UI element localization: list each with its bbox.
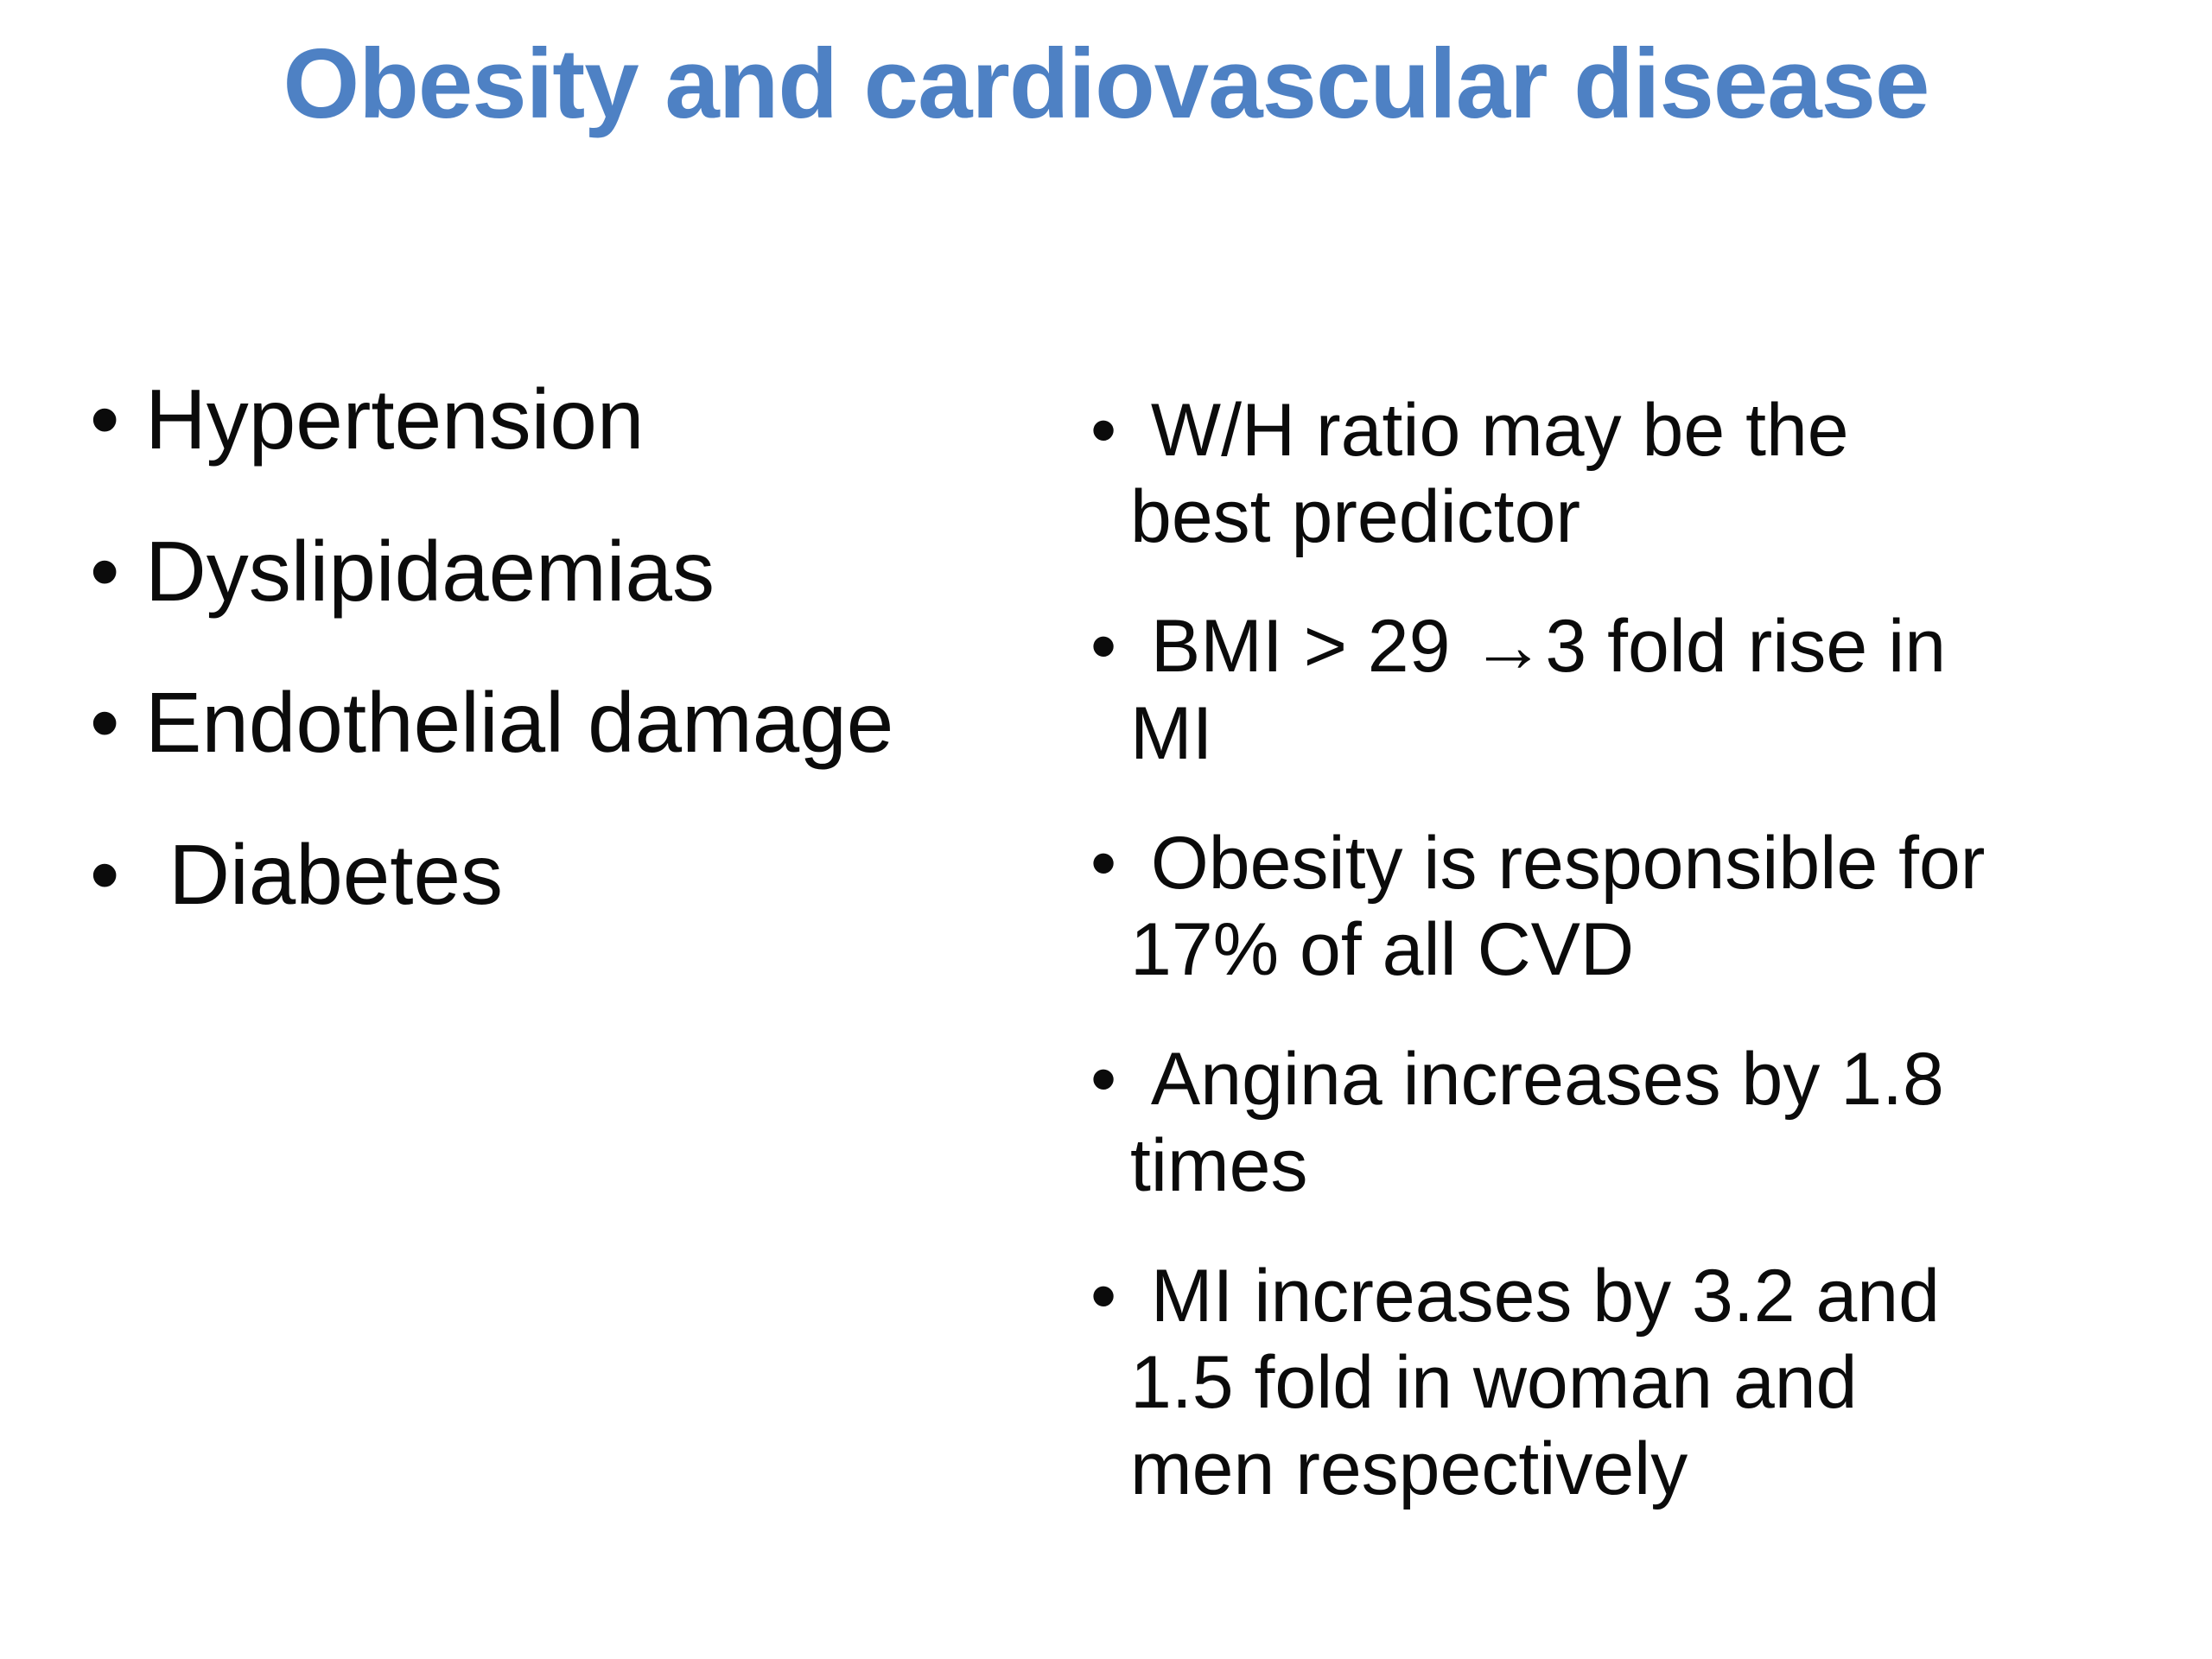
bullet-icon: •	[90, 372, 120, 467]
bullet-text: Hypertension	[145, 372, 645, 467]
bullet-item: • MI increases by 3.2 and 1.5 fold in wo…	[1090, 1253, 2179, 1513]
left-bullet-list: • Hypertension • Dyslipidaemias • Endoth…	[90, 370, 1118, 977]
bullet-item: • Dyslipidaemias	[90, 522, 1118, 621]
bullet-item: • Hypertension	[90, 370, 1118, 469]
right-bullet-list: • W/H ratio may be the best predictor • …	[1090, 387, 2179, 1555]
bullet-text: W/H ratio may be the best predictor	[1130, 389, 1849, 559]
slide-title: Obesity and cardiovascular disease	[283, 29, 1930, 139]
bullet-item: • Obesity is responsible for 17% of all …	[1090, 820, 2179, 993]
bullet-icon: •	[90, 523, 120, 619]
bullet-icon: •	[1090, 389, 1117, 472]
bullet-text: Dyslipidaemias	[145, 523, 715, 619]
bullet-text: Endothelial damage	[145, 675, 894, 771]
bullet-item: • Diabetes	[90, 825, 1118, 925]
bullet-icon: •	[1090, 1254, 1117, 1338]
bullet-text: Angina increases by 1.8 times	[1130, 1038, 1944, 1208]
bullet-item: • BMI > 29 →3 fold rise in MI	[1090, 603, 2179, 776]
bullet-icon: •	[90, 826, 120, 922]
bullet-icon: •	[90, 675, 120, 771]
bullet-item: • W/H ratio may be the best predictor	[1090, 387, 2179, 560]
bullet-text: MI increases by 3.2 and 1.5 fold in woma…	[1130, 1254, 1940, 1510]
bullet-icon: •	[1090, 605, 1117, 689]
bullet-icon: •	[1090, 1038, 1117, 1122]
bullet-text: Obesity is responsible for 17% of all CV…	[1130, 821, 1986, 991]
bullet-item: • Endothelial damage	[90, 673, 1118, 772]
bullet-text: Diabetes	[145, 826, 504, 922]
bullet-icon: •	[1090, 821, 1117, 905]
bullet-text: BMI > 29 →3 fold rise in MI	[1130, 605, 1947, 775]
bullet-item: • Angina increases by 1.8 times	[1090, 1036, 2179, 1209]
